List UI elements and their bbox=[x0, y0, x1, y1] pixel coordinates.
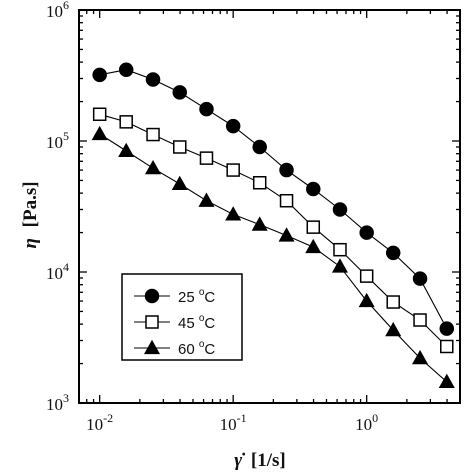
plot-frame bbox=[78, 9, 461, 404]
data-point-60 bbox=[91, 125, 108, 141]
data-point-60 bbox=[412, 349, 429, 365]
y-axis-unit: [Pa.s] bbox=[20, 181, 41, 227]
data-point-25 bbox=[385, 245, 401, 261]
y-tick-label: 105 bbox=[46, 129, 69, 152]
data-point-45 bbox=[252, 176, 267, 190]
x-axis-unit: [1/s] bbox=[251, 450, 286, 471]
y-tick-label: 104 bbox=[46, 260, 69, 283]
x-tick-label: 10-2 bbox=[86, 411, 113, 434]
y-axis-label: η [Pa.s] bbox=[20, 181, 41, 248]
data-point-45 bbox=[386, 295, 400, 309]
data-point-25 bbox=[279, 162, 294, 178]
data-point-60 bbox=[225, 206, 242, 221]
data-point-45 bbox=[173, 140, 187, 154]
data-point-60 bbox=[385, 321, 402, 337]
legend-label-25: 25 oC bbox=[178, 287, 215, 306]
data-point-25 bbox=[225, 118, 241, 134]
data-point-25 bbox=[118, 62, 134, 77]
legend-label-60: 60 oC bbox=[178, 339, 215, 358]
data-point-60 bbox=[118, 142, 135, 158]
data-point-60 bbox=[251, 216, 268, 231]
data-point-45 bbox=[226, 163, 240, 177]
data-point-25 bbox=[199, 101, 214, 117]
legend: 25 oC 45 oC 60 oC bbox=[121, 273, 243, 361]
legend-marker-25 bbox=[144, 288, 160, 304]
data-point-45 bbox=[199, 151, 214, 165]
data-point-25 bbox=[92, 67, 107, 83]
y-tick-label: 106 bbox=[46, 0, 69, 21]
data-point-45 bbox=[146, 127, 160, 142]
x-axis-label: γ̇ [1/s] bbox=[234, 450, 285, 471]
legend-box bbox=[121, 273, 243, 361]
data-point-60 bbox=[198, 192, 215, 207]
svg-text:η [Pa.s]: η [Pa.s] bbox=[20, 181, 41, 248]
data-point-60 bbox=[171, 175, 188, 191]
data-point-25 bbox=[306, 181, 321, 197]
data-point-45 bbox=[279, 193, 294, 208]
data-point-25 bbox=[145, 72, 161, 87]
data-point-25 bbox=[172, 85, 188, 100]
legend-marker-60 bbox=[143, 339, 161, 355]
data-point-60 bbox=[305, 238, 322, 254]
data-point-25 bbox=[332, 202, 348, 217]
y-axis-variable: η bbox=[20, 238, 41, 248]
tick-labels: 10-2 10-1 100 103 104 105 106 bbox=[46, 0, 378, 434]
plot-area bbox=[78, 9, 461, 404]
data-point-25 bbox=[439, 321, 455, 336]
axis-ticks bbox=[78, 9, 461, 404]
legend-label-45: 45 oC bbox=[178, 313, 215, 332]
data-point-60 bbox=[145, 159, 162, 175]
x-tick-label: 10-1 bbox=[220, 411, 247, 434]
data-point-60 bbox=[331, 258, 349, 273]
data-point-45 bbox=[440, 339, 454, 354]
x-tick-label: 100 bbox=[355, 411, 378, 434]
y-tick-label: 103 bbox=[46, 391, 69, 414]
data-point-25 bbox=[252, 139, 267, 155]
data-point-45 bbox=[92, 107, 107, 122]
data-point-25 bbox=[412, 271, 428, 286]
legend-marker-45 bbox=[145, 315, 159, 329]
data-point-60 bbox=[278, 227, 295, 242]
data-point-45 bbox=[306, 220, 321, 234]
svg-text:γ̇ [1/s]: γ̇ [1/s] bbox=[234, 450, 285, 471]
data-point-60 bbox=[358, 292, 375, 308]
series-markers bbox=[91, 62, 455, 388]
data-point-45 bbox=[359, 269, 374, 283]
data-point-45 bbox=[119, 115, 133, 129]
data-point-45 bbox=[413, 313, 427, 327]
data-point-25 bbox=[359, 225, 374, 240]
data-point-45 bbox=[333, 242, 347, 257]
data-point-60 bbox=[438, 373, 455, 388]
x-axis-variable: γ̇ bbox=[234, 450, 245, 471]
